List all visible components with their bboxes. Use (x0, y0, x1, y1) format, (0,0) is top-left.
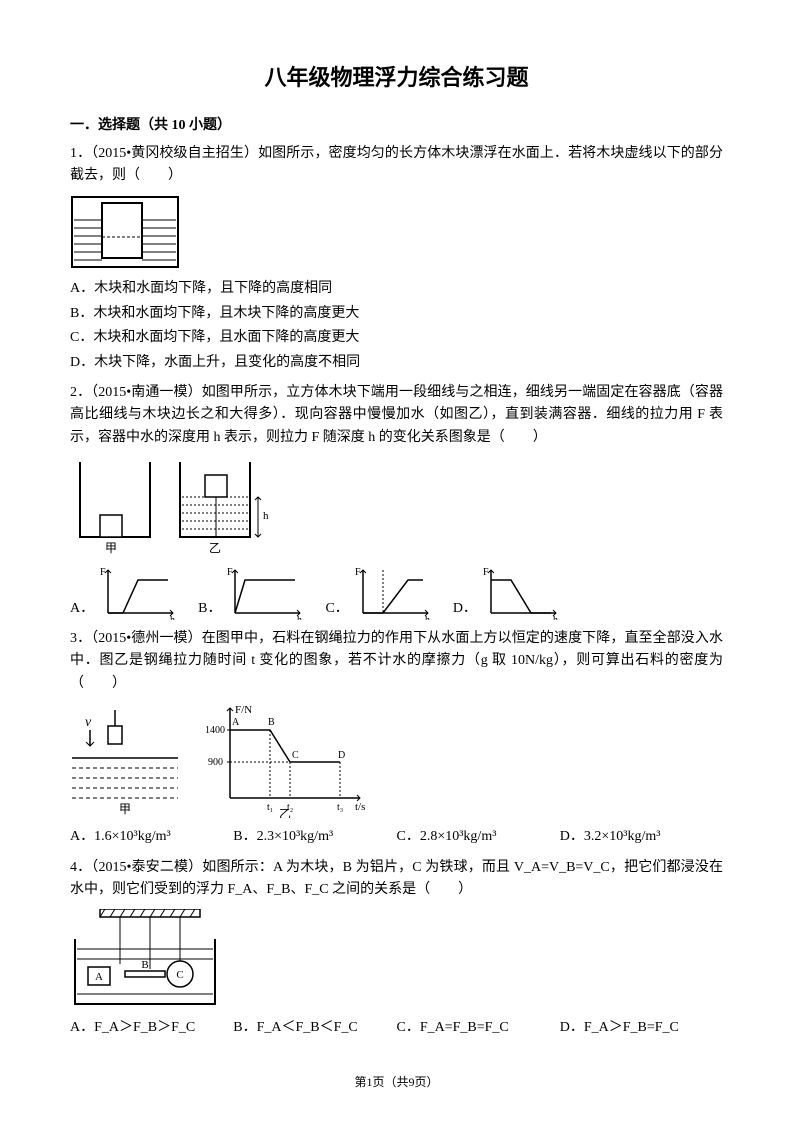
svg-text:v: v (85, 715, 92, 730)
svg-text:乙: 乙 (279, 807, 291, 818)
q2-labelC: C． (325, 598, 348, 620)
svg-text:t/s: t/s (355, 801, 365, 813)
svg-text:F/N: F/N (235, 704, 252, 716)
svg-text:C: C (176, 969, 183, 981)
question-1: 1．（2015•黄冈校级自主招生）如图所示，密度均匀的长方体木块漂浮在水面上．若… (70, 143, 723, 374)
q2-labelA: A． (70, 598, 94, 620)
q2-graphA: F h (98, 565, 178, 620)
svg-text:F: F (355, 567, 361, 578)
svg-text:t₁: t₁ (267, 802, 273, 813)
q2-figure: 甲 h 乙 (70, 457, 723, 557)
question-3: 3．（2015•德州一模）在图甲中，石料在钢绳拉力的作用下从水面上方以恒定的速度… (70, 628, 723, 849)
section-header: 一．选择题（共 10 小题） (70, 115, 723, 137)
q4-optD: D．F_A＞F_B=F_C (560, 1017, 723, 1039)
svg-text:F: F (227, 567, 233, 578)
svg-text:D: D (338, 750, 345, 761)
svg-text:B: B (141, 959, 148, 971)
svg-text:C: C (292, 750, 299, 761)
q3-figure-right: F/N t/s 1400 900 A B C D t₁ t₂ t₃ 乙 (200, 703, 370, 818)
svg-text:F: F (100, 567, 106, 578)
q1-text: 1．（2015•黄冈校级自主招生）如图所示，密度均匀的长方体木块漂浮在水面上．若… (70, 143, 723, 188)
question-2: 2．（2015•南通一模）如图甲所示，立方体木块下端用一段细线与之相连，细线另一… (70, 382, 723, 620)
q3-optA: A．1.6×10³kg/m³ (70, 826, 233, 848)
q1-optA: A．木块和水面均下降，且下降的高度相同 (70, 278, 723, 300)
svg-text:B: B (268, 717, 275, 728)
q2-caption1: 甲 (105, 541, 117, 555)
q3-figure: v 甲 F/N t/s 1400 900 (70, 703, 723, 818)
q3-optD: D．3.2×10³kg/m³ (560, 826, 723, 848)
svg-text:h: h (425, 615, 430, 620)
q2-graphB: F h (225, 565, 305, 620)
q2-labelD: D． (453, 598, 477, 620)
svg-text:h: h (553, 615, 558, 620)
q4-text: 4．（2015•泰安二模）如图所示：A 为木块，B 为铝片，C 为铁球，而且 V… (70, 857, 723, 902)
q2-options: A． F h B． F h C． (70, 565, 723, 620)
q3-optC: C．2.8×10³kg/m³ (397, 826, 560, 848)
svg-text:h: h (170, 615, 175, 620)
q2-graphC: F h (353, 565, 433, 620)
page-footer: 第1页（共9页） (0, 1073, 793, 1092)
q2-text: 2．（2015•南通一模）如图甲所示，立方体木块下端用一段细线与之相连，细线另一… (70, 382, 723, 449)
q3-text: 3．（2015•德州一模）在图甲中，石料在钢绳拉力的作用下从水面上方以恒定的速度… (70, 628, 723, 695)
svg-text:1400: 1400 (205, 725, 225, 736)
svg-text:900: 900 (208, 757, 223, 768)
svg-text:甲: 甲 (119, 802, 131, 816)
q2-graphD: F h (481, 565, 561, 620)
svg-text:h: h (297, 615, 302, 620)
q1-optB: B．木块和水面均下降，且木块下降的高度更大 (70, 303, 723, 325)
q4-figure: A B C (70, 909, 723, 1009)
svg-text:t₃: t₃ (337, 802, 343, 813)
q4-options: A．F_A＞F_B＞F_C B．F_A＜F_B＜F_C C．F_A=F_B=F_… (70, 1017, 723, 1039)
q1-optD: D．木块下降，水面上升，且变化的高度不相同 (70, 352, 723, 374)
question-4: 4．（2015•泰安二模）如图所示：A 为木块，B 为铝片，C 为铁球，而且 V… (70, 857, 723, 1040)
page-title: 八年级物理浮力综合练习题 (70, 60, 723, 95)
q3-options: A．1.6×10³kg/m³ B．2.3×10³kg/m³ C．2.8×10³k… (70, 826, 723, 848)
q3-figure-left: v 甲 (70, 708, 180, 818)
q4-optB: B．F_A＜F_B＜F_C (233, 1017, 396, 1039)
q4-optA: A．F_A＞F_B＞F_C (70, 1017, 233, 1039)
q1-figure (70, 195, 723, 270)
q2-h-label: h (263, 510, 269, 522)
svg-text:A: A (232, 717, 240, 728)
q2-caption2: 乙 (209, 541, 221, 555)
q1-optC: C．木块和水面均下降，且水面下降的高度更大 (70, 327, 723, 349)
q2-labelB: B． (198, 598, 221, 620)
q4-optC: C．F_A=F_B=F_C (397, 1017, 560, 1039)
svg-text:A: A (95, 971, 103, 983)
svg-text:F: F (483, 567, 489, 578)
q3-optB: B．2.3×10³kg/m³ (233, 826, 396, 848)
